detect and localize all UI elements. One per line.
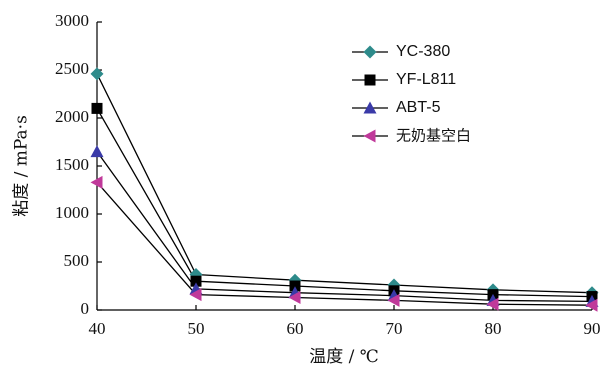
data-point-series-1 [289, 280, 301, 292]
data-point-series-3 [585, 298, 598, 312]
x-axis-title: 温度 / ℃ [309, 347, 379, 367]
series-line-1 [96, 108, 593, 298]
series-markers [90, 67, 599, 312]
data-point-series-3 [90, 175, 103, 189]
y-tick-label: 0 [81, 299, 90, 318]
data-point-series-3 [288, 291, 301, 305]
y-axis-title: 粘度 / mPa·s [12, 115, 32, 217]
series-line-2 [96, 151, 593, 303]
data-point-series-3 [486, 297, 499, 311]
data-point-series-2 [90, 145, 104, 158]
y-tick-label: 500 [64, 251, 90, 270]
x-tick-label: 50 [188, 319, 205, 338]
x-tick-label: 80 [485, 319, 502, 338]
y-tick-label: 2000 [55, 107, 89, 126]
legend: YC-380 YF-L811 ABT-5 无奶基空白 [352, 43, 471, 145]
series-line-3 [96, 181, 593, 306]
y-tick-label: 1000 [55, 203, 89, 222]
legend-label: ABT-5 [396, 99, 441, 116]
legend-label: YF-L811 [396, 71, 456, 88]
x-tick-label: 60 [287, 319, 304, 338]
y-axis-ticks: 0 500 1000 1500 2000 2500 3000 [55, 11, 102, 318]
legend-marker [363, 101, 377, 114]
x-tick-label: 70 [386, 319, 403, 338]
data-point-series-3 [189, 288, 202, 302]
legend-marker [363, 129, 376, 143]
data-point-series-1 [91, 102, 103, 114]
x-tick-label: 40 [89, 319, 106, 338]
legend-label: 无奶基空白 [396, 127, 471, 145]
series-lines [96, 73, 593, 306]
y-tick-label: 3000 [55, 11, 89, 30]
y-tick-label: 1500 [55, 155, 89, 174]
x-tick-label: 90 [584, 319, 601, 338]
legend-marker [363, 45, 377, 59]
series-line-0 [96, 73, 593, 294]
data-point-series-0 [90, 67, 104, 81]
y-tick-label: 2500 [55, 59, 89, 78]
data-point-series-1 [190, 275, 202, 287]
legend-marker [364, 74, 376, 86]
data-point-series-3 [387, 293, 400, 307]
legend-label: YC-380 [396, 43, 450, 60]
